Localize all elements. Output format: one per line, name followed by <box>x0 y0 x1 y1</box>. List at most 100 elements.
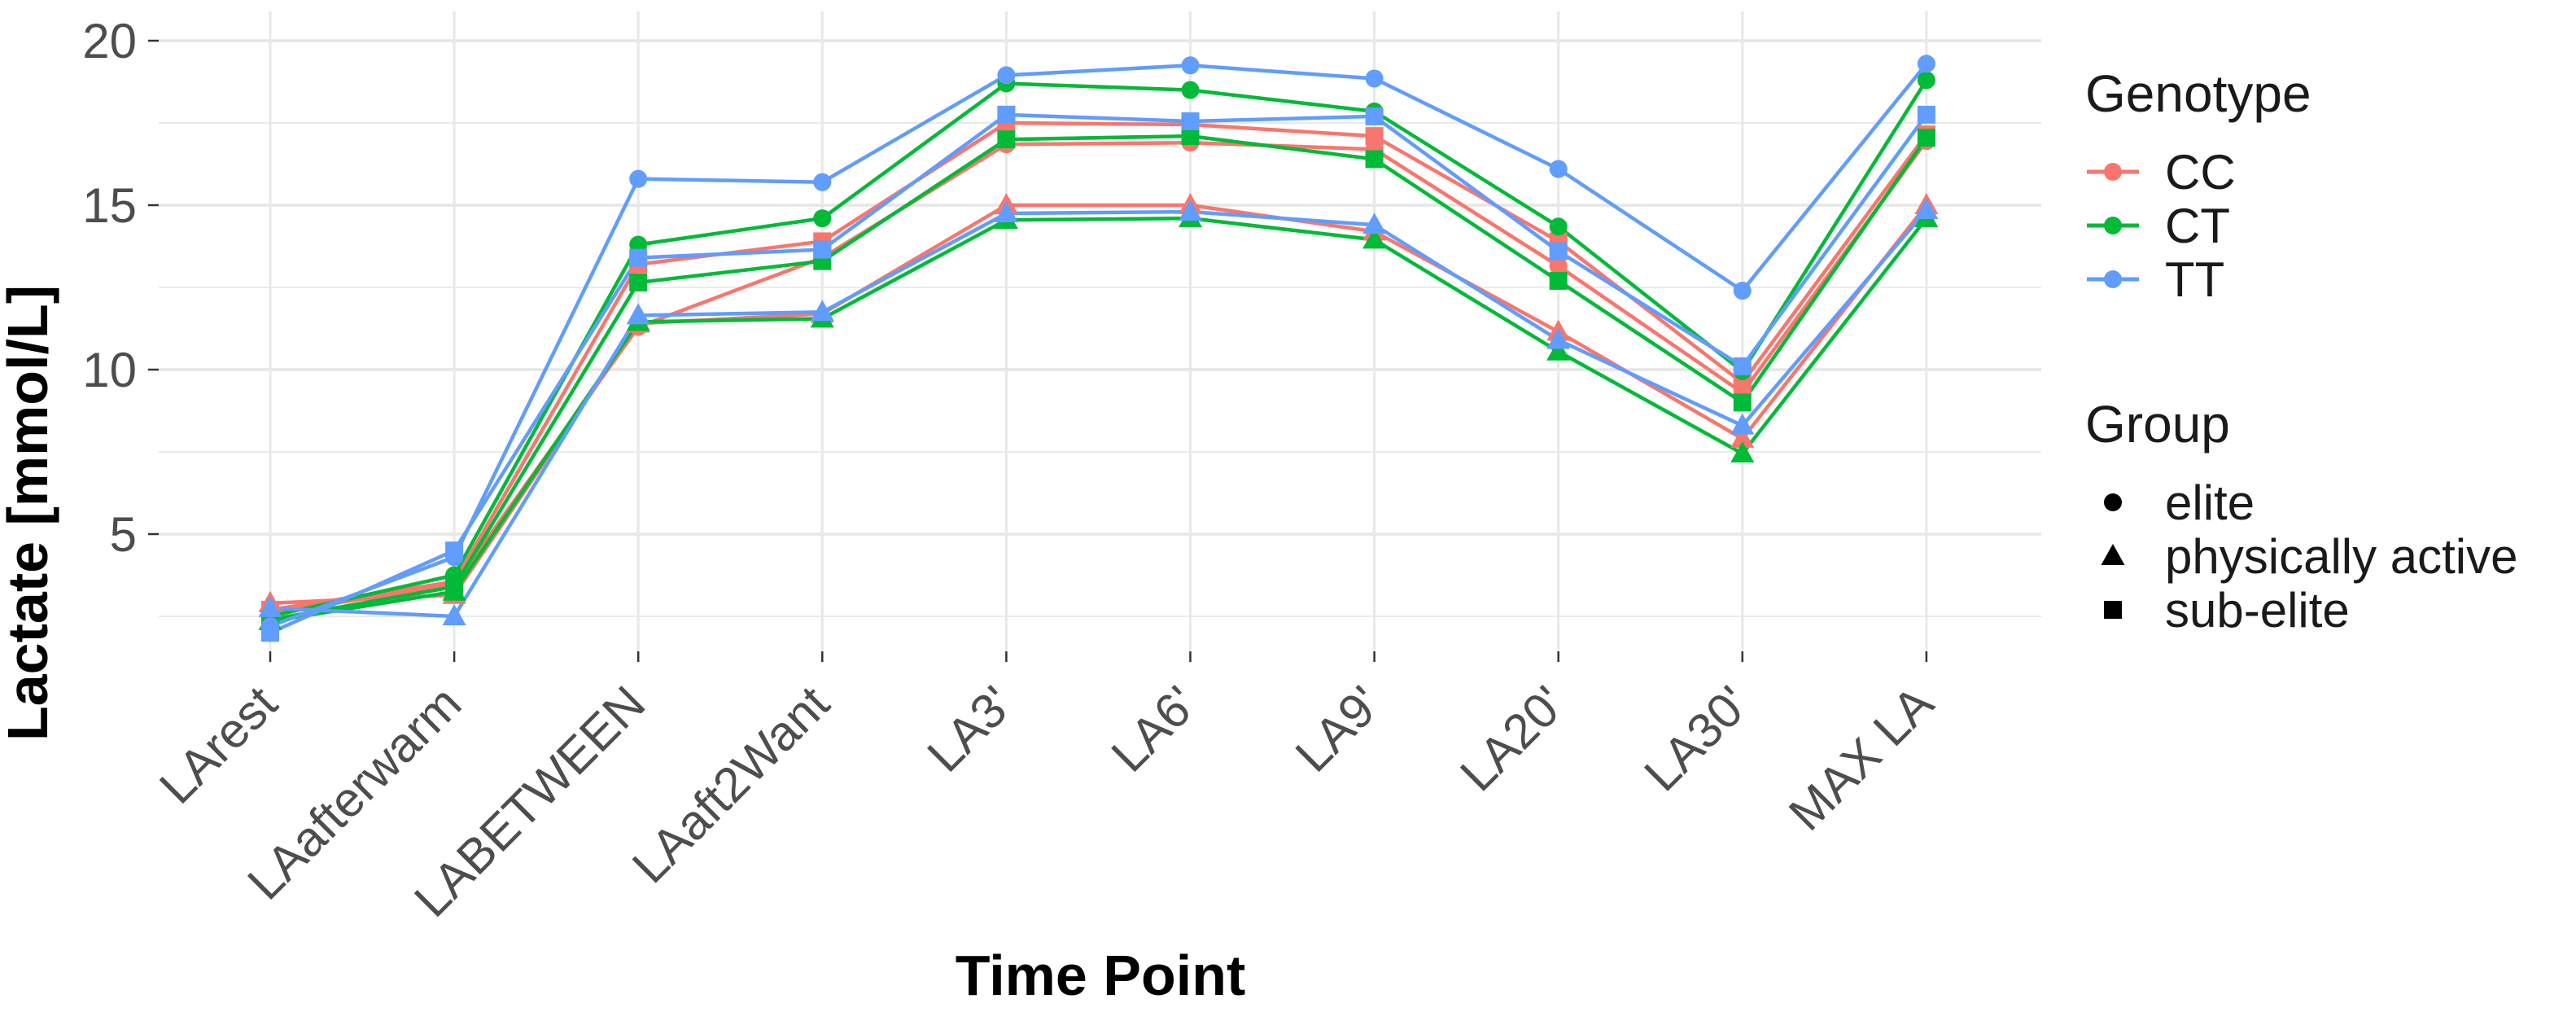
point-ct-elite-la6- <box>1181 81 1200 99</box>
legend-key-triangle <box>2101 544 2125 565</box>
point-tt-sub-elite-laafterwarm <box>445 541 464 560</box>
legend-label-physically-active: physically active <box>2165 528 2518 584</box>
tt-line-point-key-icon <box>2085 258 2145 300</box>
point-tt-elite-la3- <box>997 66 1016 85</box>
point-ct-elite-la20- <box>1549 217 1568 236</box>
key-shape-triangle <box>2101 544 2125 565</box>
point-ct-physically-active-la20- <box>1546 339 1571 361</box>
point-tt-elite-la20- <box>1549 160 1568 178</box>
legend-key-square <box>2104 601 2122 619</box>
point-ct-sub-elite-la20- <box>1549 271 1568 290</box>
legend-item-tt: TT <box>2085 252 2574 307</box>
point-tt-elite-labetween <box>629 169 648 188</box>
y-tick-label: 10 <box>82 343 137 397</box>
point-ct-sub-elite-la9- <box>1365 150 1384 169</box>
point-tt-physically-active-larest <box>258 595 282 617</box>
legend-group: Group elite physically active sub-elite <box>2085 394 2574 637</box>
series-line-tt-sub-elite <box>269 112 1928 635</box>
x-tick-label: LA3' <box>917 676 1024 782</box>
point-tt-elite-laaft2want <box>813 173 832 191</box>
key-dot <box>2104 217 2122 234</box>
point-tt-physically-active-la20- <box>1546 327 1571 349</box>
gridlines <box>159 11 2041 651</box>
legend-label-ct: CT <box>2165 198 2230 253</box>
y-axis-tick-labels: 5 10 15 20 <box>82 14 137 562</box>
point-cc-sub-elite-la9- <box>1365 127 1384 146</box>
legend-item-elite: elite <box>2085 475 2574 530</box>
point-tt-sub-elite-laaft2want <box>813 240 832 259</box>
ct-line-point-key-icon <box>2085 204 2145 247</box>
key-shape-square <box>2104 601 2122 619</box>
sub-elite-square-key-icon <box>2085 589 2145 631</box>
x-tick-label: LA30' <box>1634 676 1760 802</box>
point-cc-elite-la20- <box>1549 256 1568 275</box>
point-tt-physically-active-la30- <box>1730 413 1755 435</box>
point-ct-elite-laaft2want <box>813 209 832 228</box>
series-points <box>258 55 1939 642</box>
point-tt-physically-active-la9- <box>1362 212 1387 234</box>
point-ct-sub-elite-laafterwarm <box>445 577 464 596</box>
point-ct-sub-elite-la3- <box>997 130 1016 149</box>
x-tick-label: MAX LA <box>1778 676 1944 841</box>
point-tt-physically-active-la6- <box>1179 199 1202 221</box>
point-tt-elite-la9- <box>1365 69 1384 88</box>
key-shape-circle <box>2104 493 2122 511</box>
y-tick-label: 5 <box>110 507 137 562</box>
legend-label-cc: CC <box>2165 144 2236 199</box>
x-tick-label: LA20' <box>1450 676 1576 802</box>
series-lines <box>269 62 1928 635</box>
x-tick-label: LAaft2Want <box>622 676 840 894</box>
point-tt-sub-elite-la3- <box>997 105 1016 124</box>
legend-item-cc: CC <box>2085 145 2574 199</box>
legend-key-circle <box>2104 493 2122 511</box>
legend-key-line-dot <box>2087 217 2139 234</box>
legend-item-physically-active: physically active <box>2085 528 2574 584</box>
legend-group-title: Group <box>2085 395 2230 453</box>
series-line-ct-elite <box>269 79 1928 619</box>
legend-key-line-dot <box>2087 163 2139 181</box>
legend-item-sub-elite: sub-elite <box>2085 583 2574 637</box>
point-tt-sub-elite-larest <box>261 624 279 642</box>
point-tt-sub-elite-max-la <box>1917 105 1935 124</box>
legend: Genotype CC CT TT Group elite physi <box>2085 64 2574 637</box>
legend-label-sub-elite: sub-elite <box>2165 582 2350 637</box>
x-tick-label: LArest <box>149 676 287 814</box>
y-tick-label: 15 <box>82 178 137 233</box>
point-ct-sub-elite-la30- <box>1733 393 1752 412</box>
elite-circle-key-icon <box>2085 481 2145 524</box>
x-tick-label: LA9' <box>1285 676 1392 782</box>
series-line-cc-sub-elite <box>269 120 1928 612</box>
point-ct-sub-elite-la6- <box>1181 127 1200 146</box>
x-tick-label: LA6' <box>1101 676 1208 782</box>
axis-ticks <box>148 39 1928 662</box>
series-line-tt-elite <box>269 62 1928 629</box>
legend-label-tt: TT <box>2165 252 2225 307</box>
point-tt-sub-elite-labetween <box>629 248 648 267</box>
point-tt-sub-elite-la30- <box>1733 357 1752 375</box>
point-tt-physically-active-laafterwarm <box>442 604 466 625</box>
x-axis-title: Time Point <box>956 944 1246 1007</box>
physically-active-triangle-key-icon <box>2085 535 2145 577</box>
legend-item-ct: CT <box>2085 198 2574 253</box>
y-tick-label: 20 <box>82 14 137 68</box>
point-tt-elite-la30- <box>1733 282 1752 300</box>
legend-genotype: Genotype CC CT TT <box>2085 64 2574 307</box>
point-cc-physically-active-la30- <box>1730 426 1755 448</box>
point-tt-physically-active-labetween <box>626 303 650 325</box>
series-line-ct-physically-active <box>269 216 1928 624</box>
key-dot <box>2104 163 2122 181</box>
legend-key-line-dot <box>2087 270 2139 288</box>
point-tt-elite-la6- <box>1181 56 1200 75</box>
key-dot <box>2104 270 2122 288</box>
point-ct-physically-active-la30- <box>1730 441 1755 463</box>
legend-label-elite: elite <box>2165 475 2255 530</box>
series-line-ct-sub-elite <box>269 134 1928 622</box>
point-tt-physically-active-la3- <box>994 201 1018 223</box>
cc-line-point-key-icon <box>2085 151 2145 193</box>
point-ct-sub-elite-labetween <box>629 273 648 291</box>
point-tt-sub-elite-la9- <box>1365 107 1384 125</box>
point-tt-physically-active-max-la <box>1914 198 1939 220</box>
